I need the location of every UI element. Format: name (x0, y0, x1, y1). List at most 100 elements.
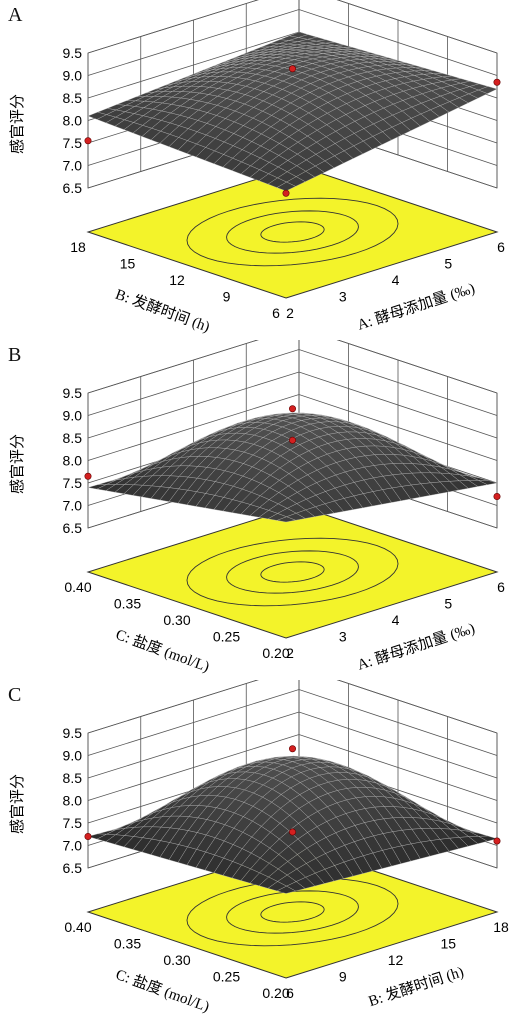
panel-letter: B (8, 344, 22, 366)
y-axis-label: C: 盐度 (mol/L) (113, 626, 211, 676)
x-tick-label: 3 (339, 289, 347, 305)
z-tick-label: 7.5 (63, 135, 83, 151)
contour-line (186, 537, 399, 607)
x-tick-label: 18 (493, 919, 509, 935)
y-tick-label: 0.20 (262, 985, 289, 1001)
y-tick-label: 0.25 (213, 969, 240, 985)
design-point (288, 65, 296, 73)
z-tick-label: 8.5 (63, 90, 83, 106)
y-tick-label: 12 (169, 272, 185, 288)
design-point (288, 405, 296, 413)
chart-panel-c: C 9.5 9.0 8.5 8.0 7.5 7.0 6.5 感官评分 6 9 12 15 18 B: 发酵… (0, 680, 513, 1019)
y-tick-label: 15 (120, 256, 136, 272)
x-axis-label: A: 酵母添加量 (‰) (355, 620, 477, 674)
z-tick-label: 7.0 (63, 158, 83, 174)
surface-chart-b: 9.5 9.0 8.5 8.0 7.5 7.0 6.5 感官评分 2 3 4 5 6 A: 酵母添加量 (… (9, 340, 505, 676)
design-point (84, 472, 92, 480)
x-axis-label: B: 发酵时间 (h) (366, 963, 466, 1010)
z-tick-label: 8.0 (63, 453, 83, 469)
panel-letter: C (8, 684, 22, 706)
x-tick-label: 6 (497, 239, 505, 255)
y-tick-label: 0.30 (163, 952, 190, 968)
design-point (493, 493, 501, 501)
surface-mesh (87, 412, 498, 523)
x-tick-label: 5 (444, 256, 452, 272)
z-axis-label: 感官评分 (9, 774, 26, 834)
x-tick-label: 15 (440, 936, 456, 952)
panel-letter: A (8, 4, 23, 26)
y-axis-label: B: 发酵时间 (h) (113, 286, 212, 336)
design-point (84, 137, 92, 145)
contour-lines (186, 537, 399, 607)
x-tick-label: 2 (286, 305, 294, 321)
z-tick-label: 9.0 (63, 68, 83, 84)
z-axis: 9.5 9.0 8.5 8.0 7.5 7.0 6.5 感官评分 (9, 45, 82, 196)
z-tick-label: 7.0 (63, 498, 83, 514)
z-axis-label: 感官评分 (9, 434, 26, 494)
surface-cell (276, 516, 297, 523)
chart-panel-b: B 9.5 9.0 8.5 8.0 7.5 7.0 6.5 感官评分 2 3 4 5 6 A: 酵母添加量… (0, 340, 513, 680)
contour-line (226, 550, 359, 594)
y-tick-label: 6 (272, 305, 280, 321)
design-point (84, 833, 92, 841)
y-axis-label: C: 盐度 (mol/L) (113, 966, 211, 1016)
z-tick-label: 9.5 (63, 385, 83, 401)
wall-gridline (87, 340, 498, 394)
wall-gridline (87, 680, 498, 734)
z-tick-label: 7.0 (63, 838, 83, 854)
contour-floor (86, 505, 499, 639)
y-tick-label: 0.35 (114, 596, 141, 612)
contour-line (260, 561, 325, 583)
x-tick-label: 3 (339, 629, 347, 645)
x-tick-label: 6 (497, 579, 505, 595)
surface-mesh (87, 755, 498, 894)
z-axis: 9.5 9.0 8.5 8.0 7.5 7.0 6.5 感官评分 (9, 725, 82, 876)
z-tick-label: 7.5 (63, 815, 83, 831)
design-point (282, 189, 290, 197)
y-tick-label: 0.40 (64, 919, 91, 935)
x-tick-label: 4 (392, 612, 400, 628)
x-tick-label: 5 (444, 596, 452, 612)
z-tick-label: 6.5 (63, 520, 83, 536)
y-tick-label: 0.30 (163, 612, 190, 628)
z-tick-label: 8.0 (63, 793, 83, 809)
surface-mesh (87, 31, 498, 192)
chart-panel-a: A 9.5 9.0 8.5 8.0 7.5 7.0 6.5 感官评分 2 3 4 5 6 A: 酵母添加量… (0, 0, 513, 340)
z-axis-label: 感官评分 (9, 94, 26, 154)
design-point (288, 745, 296, 753)
y-tick-label: 0.25 (213, 629, 240, 645)
z-tick-label: 8.5 (63, 430, 83, 446)
contour-line (186, 197, 399, 267)
surface-chart-c: 9.5 9.0 8.5 8.0 7.5 7.0 6.5 感官评分 6 9 12 15 18 B: 发酵时间… (9, 680, 509, 1016)
z-tick-label: 8.5 (63, 770, 83, 786)
surface-chart-a: 9.5 9.0 8.5 8.0 7.5 7.0 6.5 感官评分 2 3 4 5 6 A: 酵母添加量 (… (9, 0, 505, 336)
wall-gridline (87, 0, 498, 54)
z-tick-label: 9.5 (63, 45, 83, 61)
design-point (288, 436, 296, 444)
surface-cell (276, 181, 296, 192)
contour-lines (186, 197, 399, 267)
y-tick-label: 0.40 (64, 579, 91, 595)
z-tick-label: 9.5 (63, 725, 83, 741)
contour-line (226, 210, 359, 254)
z-tick-label: 9.0 (63, 408, 83, 424)
design-point (493, 78, 501, 86)
z-tick-label: 8.0 (63, 113, 83, 129)
contour-line (260, 221, 325, 243)
x-tick-label: 9 (339, 969, 347, 985)
x-tick-label: 6 (286, 985, 294, 1001)
y-tick-label: 0.20 (262, 645, 289, 661)
design-point (288, 828, 296, 836)
x-tick-label: 12 (388, 952, 404, 968)
z-tick-label: 9.0 (63, 748, 83, 764)
x-tick-label: 4 (392, 272, 400, 288)
surface-cell (276, 885, 297, 894)
contour-line (260, 901, 325, 923)
x-tick-label: 2 (286, 645, 294, 661)
y-tick-label: 9 (223, 289, 231, 305)
design-point (493, 837, 501, 845)
z-tick-label: 7.5 (63, 475, 83, 491)
x-axis-label: A: 酵母添加量 (‰) (355, 280, 477, 334)
y-tick-label: 0.35 (114, 936, 141, 952)
z-axis: 9.5 9.0 8.5 8.0 7.5 7.0 6.5 感官评分 (9, 385, 82, 536)
